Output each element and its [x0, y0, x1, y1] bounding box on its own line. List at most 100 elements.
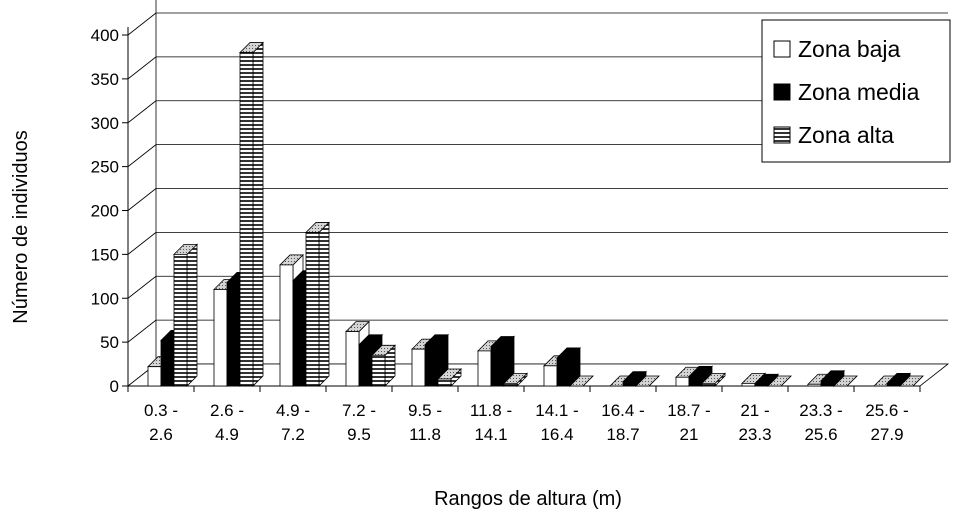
bar-front: [503, 382, 518, 387]
legend-box: [761, 19, 951, 163]
bar-front: [543, 365, 558, 387]
bar-side: [252, 41, 264, 387]
gridline-side: [127, 12, 157, 36]
x-tick-label: 7.2 -: [342, 401, 376, 420]
bar-top: [635, 375, 660, 387]
x-tick-label: 25.6 -: [865, 401, 908, 420]
legend-label: Zona alta: [798, 122, 894, 148]
y-tick-label: 250: [91, 158, 119, 177]
wall-top: [128, 0, 156, 27]
bar-front: [754, 383, 769, 387]
bar-front: [424, 344, 439, 387]
bar-side: [186, 243, 198, 387]
x-tick-label: 9.5 -: [408, 401, 442, 420]
y-tick-label: 100: [91, 289, 119, 308]
bar: [886, 372, 911, 387]
bar-front: [675, 376, 690, 387]
x-tick-label: 23.3 -: [799, 401, 842, 420]
x-tick-label: 21: [680, 425, 699, 444]
y-tick-label: 200: [91, 202, 119, 221]
bar-front: [371, 354, 386, 387]
bar: [437, 368, 462, 387]
bar: [767, 375, 792, 387]
bar-front: [820, 380, 835, 387]
bar-front: [147, 366, 162, 387]
x-tick-label: 2.6: [149, 425, 173, 444]
bar: [239, 41, 264, 387]
x-tick-label: 27.9: [870, 425, 903, 444]
x-tick-label: 18.7 -: [667, 401, 710, 420]
bar-front: [213, 289, 228, 387]
bar-front: [741, 382, 756, 387]
bar-front: [358, 344, 373, 387]
bar-front: [279, 264, 294, 387]
x-tick-label: 14.1 -: [535, 401, 578, 420]
bar: [820, 369, 845, 387]
bar-front: [160, 339, 175, 387]
y-tick-label: 350: [91, 70, 119, 89]
x-tick-label: 14.1: [474, 425, 507, 444]
y-tick-label: 300: [91, 114, 119, 133]
bar: [490, 335, 515, 387]
x-tick-label: 11.8 -: [470, 401, 512, 420]
y-tick-label: 50: [100, 333, 119, 352]
bar: [305, 221, 330, 387]
bar: [371, 344, 396, 387]
bar-front: [886, 382, 901, 387]
y-tick-label: 400: [91, 26, 119, 45]
bar: [569, 375, 594, 387]
bar-front: [556, 357, 571, 387]
legend-swatch: [773, 40, 791, 58]
y-axis-title: Número de individuos: [10, 130, 32, 323]
x-tick-label: 16.4 -: [601, 401, 644, 420]
bar-top: [569, 375, 594, 387]
bar-front: [490, 346, 505, 387]
legend-swatch: [773, 83, 791, 101]
bar-front: [239, 52, 254, 387]
y-tick-label: 0: [110, 377, 119, 396]
bar-side: [318, 221, 330, 387]
x-tick-label: 4.9 -: [276, 401, 310, 420]
bar-front: [622, 381, 637, 387]
gridline-side: [127, 275, 157, 299]
bar-front: [226, 282, 241, 387]
gridline-side: [127, 232, 157, 255]
legend-label: Zona media: [798, 79, 920, 105]
x-tick-label: 7.2: [281, 425, 305, 444]
x-tick-label: 23.3: [738, 425, 771, 444]
bar-front: [437, 378, 452, 387]
bar-front: [292, 280, 307, 387]
bar: [701, 372, 726, 387]
x-tick-label: 11.8: [409, 425, 441, 444]
bar-top: [899, 375, 924, 387]
bar-top: [767, 375, 792, 387]
bar-front: [173, 253, 188, 387]
bar: [622, 370, 647, 387]
bar-front: [305, 232, 320, 387]
bar: [899, 375, 924, 387]
bar-front: [688, 375, 703, 387]
legend-label: Zona baja: [798, 36, 901, 62]
x-tick-label: 21 -: [740, 401, 769, 420]
x-axis-title: Rangos de altura (m): [434, 488, 622, 510]
y-tick-label: 150: [91, 245, 119, 264]
bar: [503, 372, 528, 387]
bar: [833, 375, 858, 387]
bar-front: [701, 382, 716, 387]
legend: Zona baja Zona media Zona alta: [761, 19, 951, 163]
bar-front: [345, 331, 360, 387]
x-tick-label: 0.3 -: [144, 401, 178, 420]
gridline-side: [127, 319, 157, 343]
bar-front: [477, 350, 492, 387]
gridline-side: [127, 100, 157, 124]
bar-front: [807, 383, 822, 387]
bar: [173, 243, 198, 387]
bar-top: [833, 375, 858, 387]
x-tick-label: 2.6 -: [210, 401, 244, 420]
x-tick-label: 25.6: [804, 425, 837, 444]
bar: [635, 375, 660, 387]
x-tick-label: 4.9: [215, 425, 239, 444]
gridline-side: [127, 144, 157, 167]
bar-front: [411, 348, 426, 387]
